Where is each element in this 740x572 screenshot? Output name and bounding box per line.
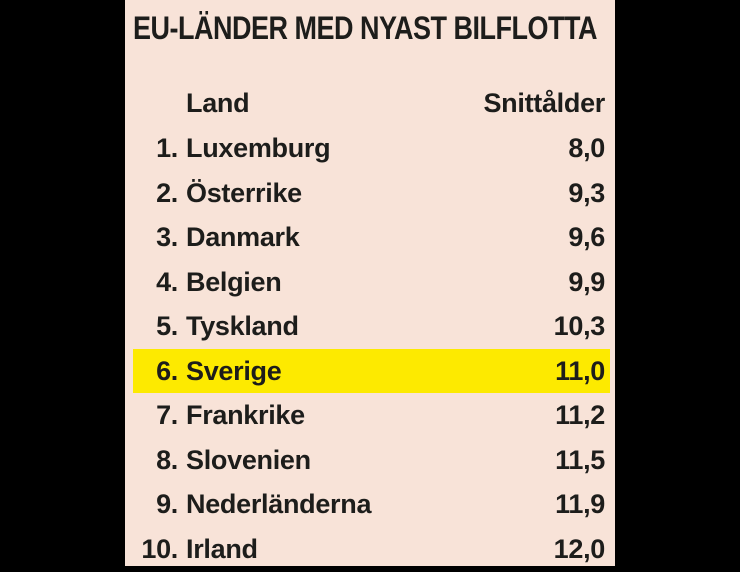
row-value: 10,3 bbox=[553, 311, 606, 341]
table-row-highlighted: 6. Sverige 11,0 bbox=[125, 348, 615, 394]
chart-title: EU-LÄNDER MED NYAST BILFLOTTA bbox=[133, 10, 598, 46]
row-rank: 10. bbox=[141, 533, 178, 564]
row-rank: 4. bbox=[156, 266, 178, 297]
row-country: Belgien bbox=[186, 266, 282, 297]
table-row: 5. Tyskland 10,3 bbox=[125, 304, 615, 349]
row-value: 11,0 bbox=[555, 355, 605, 386]
table-row: 9. Nederländerna 11,9 bbox=[125, 482, 615, 527]
row-country: Frankrike bbox=[186, 400, 305, 430]
row-rank: 7. bbox=[156, 400, 178, 430]
row-value: 11,5 bbox=[555, 444, 605, 475]
table-header-row: Land Snittålder bbox=[125, 86, 615, 120]
row-rank: 9. bbox=[156, 489, 178, 519]
row-country: Luxemburg bbox=[186, 133, 331, 163]
column-header-value: Snittålder bbox=[483, 87, 605, 118]
row-rank: 6. bbox=[156, 355, 178, 386]
table-row: 2. Österrike 9,3 bbox=[125, 171, 615, 216]
row-country: Slovenien bbox=[186, 444, 311, 475]
row-value: 9,9 bbox=[568, 266, 605, 297]
row-rank: 1. bbox=[156, 133, 178, 163]
row-value: 11,9 bbox=[555, 489, 605, 519]
row-value: 11,2 bbox=[555, 400, 605, 430]
table-row: 3. Danmark 9,6 bbox=[125, 215, 615, 260]
row-value: 9,3 bbox=[568, 177, 605, 208]
table-row: 8. Slovenien 11,5 bbox=[125, 438, 615, 483]
row-rank: 8. bbox=[156, 444, 178, 475]
row-country: Tyskland bbox=[186, 311, 299, 341]
row-country: Sverige bbox=[186, 355, 282, 386]
row-value: 9,6 bbox=[568, 222, 605, 252]
table-row: 1. Luxemburg 8,0 bbox=[125, 126, 615, 171]
row-country: Nederländerna bbox=[186, 489, 372, 519]
row-country: Danmark bbox=[186, 222, 300, 252]
car-fleet-table-panel: EU-LÄNDER MED NYAST BILFLOTTA Land Snitt… bbox=[125, 0, 615, 566]
row-rank: 3. bbox=[156, 222, 178, 252]
table-row: 7. Frankrike 11,2 bbox=[125, 393, 615, 438]
row-rank: 5. bbox=[156, 311, 178, 341]
table-row: 4. Belgien 9,9 bbox=[125, 260, 615, 305]
row-country: Österrike bbox=[186, 177, 302, 208]
row-rank: 2. bbox=[156, 177, 178, 208]
table-row: 10. Irland 12,0 bbox=[125, 527, 615, 567]
column-header-country: Land bbox=[186, 87, 250, 118]
row-value: 8,0 bbox=[568, 133, 605, 163]
row-value: 12,0 bbox=[553, 533, 606, 564]
table-body: 1. Luxemburg 8,0 2. Österrike 9,3 3. Dan… bbox=[125, 126, 615, 566]
row-country: Irland bbox=[186, 533, 258, 564]
